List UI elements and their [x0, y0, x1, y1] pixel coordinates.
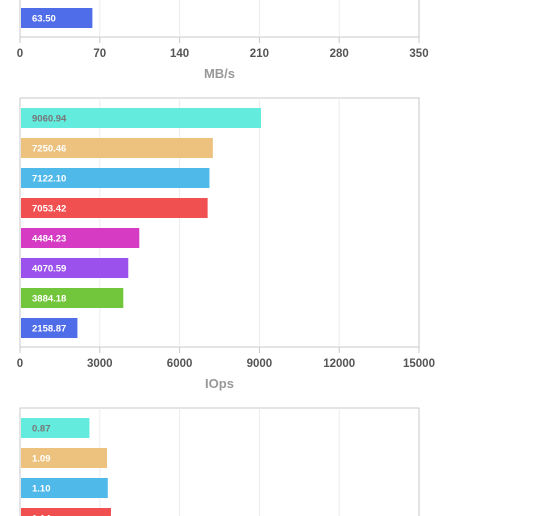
throughput-tick-label: 140	[170, 48, 189, 60]
latency-bar	[21, 478, 108, 498]
latency-bar	[21, 418, 90, 438]
iops-bar	[21, 138, 213, 158]
iops-bar	[21, 288, 124, 308]
iops-bar	[21, 108, 262, 128]
iops-bar-value-label: 3884.18	[32, 294, 66, 305]
iops-bar	[21, 198, 208, 218]
throughput-chart: 0 70 140 210 280 350 MB/s 63.50	[17, 0, 429, 81]
iops-bar-value-label: 9060.94	[32, 114, 67, 125]
throughput-tick-label: 0	[17, 48, 23, 60]
iops-axis-title: IOps	[205, 376, 234, 391]
iops-tick-label: 12000	[323, 358, 355, 370]
latency-chart: 0.87 1.09 1.10 1.14	[19, 407, 420, 516]
iops-bar-value-label: 7250.46	[32, 144, 66, 155]
iops-tick-label: 3000	[87, 358, 113, 370]
iops-bar-value-label: 7122.10	[32, 174, 66, 185]
iops-bar	[21, 318, 78, 338]
iops-bar-value-label: 7053.42	[32, 204, 66, 215]
iops-chart: 0 3000 6000 9000 12000 15000 IOps 9060.94 7250.4…	[17, 97, 435, 391]
latency-bar	[21, 508, 111, 516]
throughput-tick-label: 70	[93, 48, 106, 60]
iops-bar	[21, 228, 140, 248]
throughput-tick-label: 210	[250, 48, 269, 60]
latency-bar-value-label: 1.14	[32, 514, 51, 516]
throughput-tick-label: 280	[330, 48, 349, 60]
iops-bar	[21, 258, 129, 278]
iops-tick-label: 0	[17, 358, 23, 370]
iops-bar-value-label: 4070.59	[32, 264, 66, 275]
throughput-bar-value-label: 63.50	[32, 14, 56, 25]
throughput-tick-label: 350	[409, 48, 428, 60]
iops-bar-value-label: 2158.87	[32, 324, 66, 335]
iops-tick-label: 9000	[247, 358, 273, 370]
iops-tick-label: 15000	[403, 358, 435, 370]
iops-tick-label: 6000	[167, 358, 193, 370]
iops-bar-value-label: 4484.23	[32, 234, 66, 245]
iops-bar	[21, 168, 210, 188]
throughput-axis-title: MB/s	[204, 66, 235, 81]
throughput-bar	[21, 8, 93, 28]
latency-bar-value-label: 0.87	[32, 424, 51, 435]
latency-bar-value-label: 1.09	[32, 454, 51, 465]
latency-bar-value-label: 1.10	[32, 484, 51, 495]
latency-bar	[21, 448, 107, 468]
iops-plot-area	[19, 97, 420, 348]
